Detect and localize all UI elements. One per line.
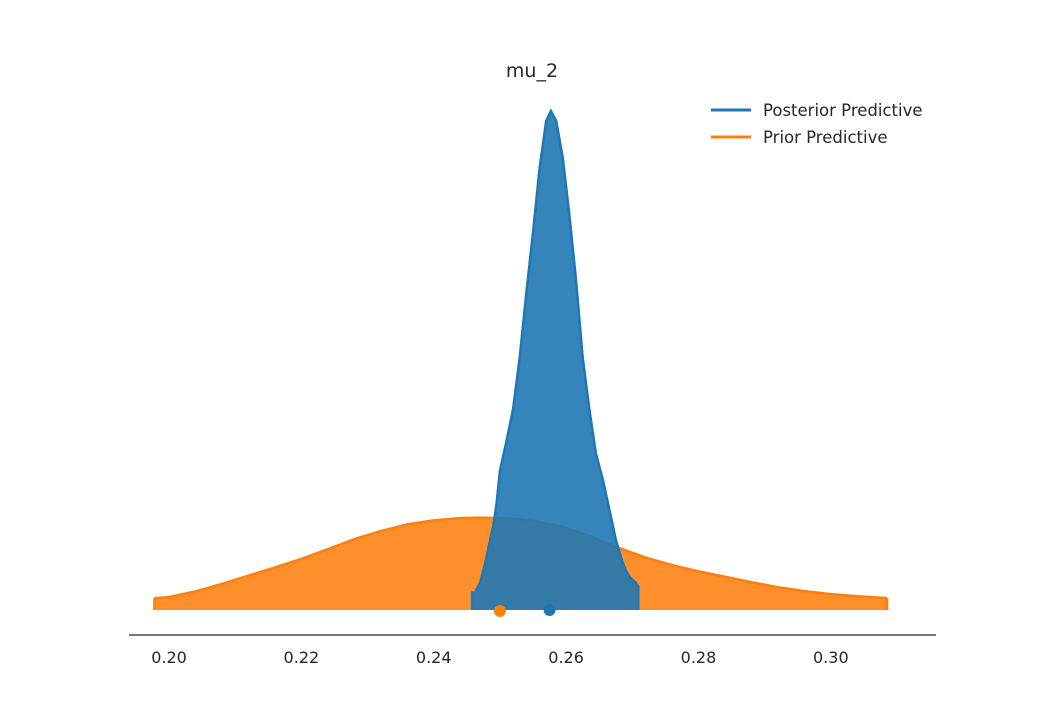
prior-point-estimate	[493, 605, 506, 617]
x-tick-label: 0.28	[681, 648, 717, 667]
posterior-predictive-line	[474, 108, 640, 592]
plot-area	[153, 108, 889, 617]
x-tick-label: 0.24	[416, 648, 452, 667]
x-tick-label: 0.30	[813, 648, 849, 667]
posterior-predictive-area	[472, 111, 639, 610]
chart-title: mu_2	[506, 60, 558, 82]
x-axis-ticks: 0.20 0.22 0.24 0.26 0.28 0.30	[151, 648, 848, 667]
x-tick-label: 0.26	[548, 648, 584, 667]
posterior-point-estimate	[543, 604, 556, 616]
x-tick-label: 0.22	[284, 648, 320, 667]
legend-label-prior: Prior Predictive	[763, 128, 887, 147]
legend-label-posterior: Posterior Predictive	[763, 101, 923, 120]
x-tick-label: 0.20	[151, 648, 187, 667]
legend[interactable]: Posterior Predictive Prior Predictive	[711, 101, 923, 147]
